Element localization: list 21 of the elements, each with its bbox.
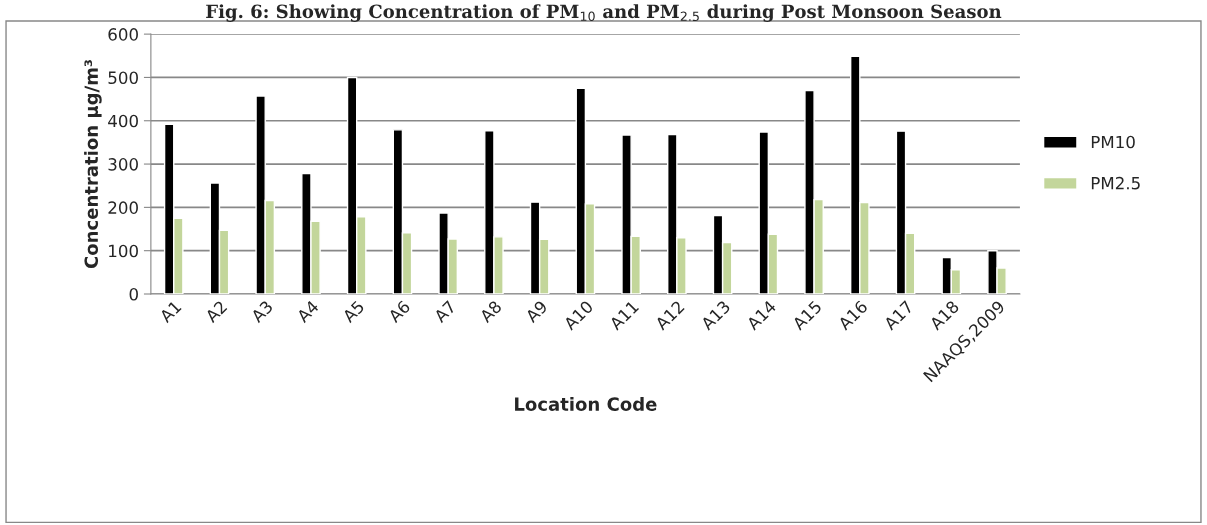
y-tick-label: 500 — [108, 71, 138, 85]
x-tick-label: A9 — [524, 299, 548, 324]
x-tick-label: A1 — [158, 300, 182, 324]
x-tick-label: A2 — [204, 300, 228, 324]
x-tick-label: A6 — [387, 299, 411, 324]
x-tick-label: A3 — [249, 300, 274, 324]
x-axis-title: Location Code — [515, 396, 657, 411]
y-tick-label: 300 — [108, 158, 138, 171]
y-tick-label: 0 — [129, 287, 138, 301]
y-tick-label: 200 — [108, 201, 138, 214]
y-tick-label: 100 — [109, 244, 138, 258]
chart-title: Fig. 6: Showing Concentration of PM$_{10}$ and PM$_{2.5}$ during Post Monsoon Season — [206, 4, 1002, 22]
legend-label: PM10 — [1091, 135, 1135, 149]
legend-label: PM2.5 — [1091, 176, 1140, 190]
x-tick-label: A5 — [341, 300, 365, 324]
x-tick-label: A8 — [478, 299, 503, 324]
y-tick-label: 600 — [108, 28, 138, 41]
y-tick-label: 400 — [108, 114, 138, 128]
x-tick-label: A4 — [295, 299, 320, 324]
x-tick-label: A7 — [433, 300, 457, 324]
y-axis-title: Concentration µg/m³ — [84, 60, 102, 269]
